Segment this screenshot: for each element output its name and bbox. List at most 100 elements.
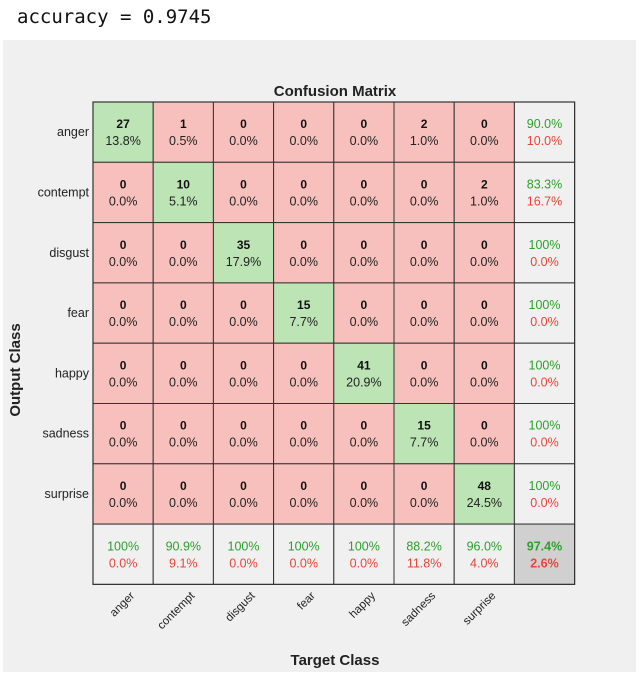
matrix-cell bbox=[273, 282, 335, 344]
cell-count: 0 bbox=[120, 298, 127, 312]
cell-percent: 0.0% bbox=[109, 436, 138, 450]
matrix-cell bbox=[92, 101, 154, 163]
cell-percent: 0.0% bbox=[289, 134, 318, 148]
cell-count: 0 bbox=[361, 177, 368, 191]
col-summary-error: 0.0% bbox=[289, 556, 318, 570]
col-summary-correct: 88.2% bbox=[406, 539, 441, 553]
matrix-cell bbox=[152, 403, 214, 465]
cell-count: 0 bbox=[240, 479, 247, 493]
x-tick-label: happy bbox=[347, 590, 378, 621]
cell-percent: 5.1% bbox=[169, 194, 198, 208]
chart-title: Confusion Matrix bbox=[274, 83, 397, 100]
cell-count: 1 bbox=[180, 117, 187, 131]
x-tick-label: fear bbox=[295, 590, 318, 613]
cell-percent: 24.5% bbox=[467, 496, 502, 510]
x-tick-label: contempt bbox=[155, 589, 198, 632]
overall-error: 2.6% bbox=[530, 556, 559, 570]
cell-percent: 0.0% bbox=[229, 496, 258, 510]
cell-percent: 0.0% bbox=[350, 194, 379, 208]
row-summary-cell bbox=[513, 403, 576, 465]
row-summary-cell bbox=[513, 342, 576, 405]
confusion-matrix-chart: Confusion Matrix Target Class Output Cla… bbox=[7, 83, 576, 669]
cell-count: 0 bbox=[421, 177, 428, 191]
col-summary-cell bbox=[333, 523, 395, 585]
matrix-cell bbox=[453, 463, 515, 525]
cell-count: 0 bbox=[120, 238, 127, 252]
cell-count: 0 bbox=[481, 358, 488, 372]
cell-count: 0 bbox=[300, 419, 307, 433]
row-summary-correct: 83.3% bbox=[527, 177, 562, 191]
y-tick-label: fear bbox=[67, 306, 89, 320]
cell-percent: 0.5% bbox=[169, 134, 198, 148]
cell-count: 0 bbox=[421, 238, 428, 252]
cell-percent: 0.0% bbox=[289, 255, 318, 269]
matrix-cell bbox=[333, 161, 395, 224]
row-summary-correct: 100% bbox=[529, 298, 561, 312]
cell-percent: 1.0% bbox=[410, 134, 439, 148]
row-summary-error: 10.0% bbox=[527, 134, 562, 148]
row-summary-error: 0.0% bbox=[530, 496, 559, 510]
row-summary-error: 0.0% bbox=[530, 375, 559, 389]
y-tick-label: disgust bbox=[49, 246, 89, 260]
row-summary-correct: 100% bbox=[529, 479, 561, 493]
cell-count: 0 bbox=[300, 358, 307, 372]
matrix-cell bbox=[273, 161, 335, 224]
cell-percent: 17.9% bbox=[226, 255, 261, 269]
overall-cell bbox=[513, 523, 576, 585]
matrix-cells: 27 13.8% 1 0.5% 0 0.0% 0 0.0% 0 0.0% 2 1.0% 0 0.0% 0 0.… bbox=[92, 101, 576, 585]
cell-count: 0 bbox=[361, 479, 368, 493]
matrix-cell bbox=[152, 282, 214, 344]
matrix-cell bbox=[212, 282, 275, 344]
row-summary-correct: 90.0% bbox=[527, 117, 562, 131]
cell-percent: 0.0% bbox=[229, 134, 258, 148]
matrix-cell bbox=[333, 342, 395, 405]
cell-percent: 0.0% bbox=[169, 496, 198, 510]
cell-percent: 1.0% bbox=[470, 194, 499, 208]
cell-percent: 20.9% bbox=[346, 375, 381, 389]
matrix-cell bbox=[393, 282, 455, 344]
col-summary-error: 9.1% bbox=[169, 556, 198, 570]
cell-percent: 0.0% bbox=[350, 315, 379, 329]
matrix-cell bbox=[212, 403, 275, 465]
cell-count: 0 bbox=[120, 177, 127, 191]
col-summary-error: 0.0% bbox=[350, 556, 379, 570]
matrix-cell bbox=[212, 342, 275, 405]
cell-percent: 0.0% bbox=[350, 255, 379, 269]
cell-percent: 0.0% bbox=[470, 255, 499, 269]
col-summary-correct: 96.0% bbox=[467, 539, 502, 553]
matrix-cell bbox=[92, 403, 154, 465]
cell-count: 0 bbox=[421, 298, 428, 312]
col-summary-error: 4.0% bbox=[470, 556, 499, 570]
matrix-cell bbox=[453, 101, 515, 163]
matrix-cell bbox=[92, 161, 154, 224]
matrix-cell bbox=[273, 463, 335, 525]
cell-percent: 0.0% bbox=[289, 194, 318, 208]
x-tick-label: anger bbox=[108, 590, 137, 619]
col-summary-cell bbox=[273, 523, 335, 585]
row-summary-cell bbox=[513, 161, 576, 224]
cell-percent: 0.0% bbox=[289, 436, 318, 450]
cell-percent: 0.0% bbox=[289, 375, 318, 389]
cell-percent: 0.0% bbox=[109, 255, 138, 269]
cell-percent: 0.0% bbox=[229, 375, 258, 389]
col-summary-cell bbox=[212, 523, 275, 585]
row-summary-error: 0.0% bbox=[530, 255, 559, 269]
cell-count: 0 bbox=[180, 479, 187, 493]
cell-count: 0 bbox=[180, 238, 187, 252]
cell-percent: 0.0% bbox=[169, 255, 198, 269]
row-summary-cell bbox=[513, 463, 576, 525]
cell-percent: 0.0% bbox=[109, 375, 138, 389]
matrix-cell bbox=[152, 161, 214, 224]
row-summary-cell bbox=[513, 282, 576, 344]
matrix-cell bbox=[92, 463, 154, 525]
cell-count: 0 bbox=[421, 479, 428, 493]
y-tick-label: anger bbox=[57, 125, 89, 139]
cell-percent: 7.7% bbox=[289, 315, 318, 329]
col-summary-error: 11.8% bbox=[407, 556, 442, 570]
matrix-cell bbox=[393, 222, 455, 284]
matrix-cell bbox=[333, 222, 395, 284]
cell-count: 0 bbox=[361, 238, 368, 252]
cell-percent: 0.0% bbox=[350, 496, 379, 510]
matrix-cell bbox=[212, 101, 275, 163]
cell-count: 0 bbox=[361, 117, 368, 131]
